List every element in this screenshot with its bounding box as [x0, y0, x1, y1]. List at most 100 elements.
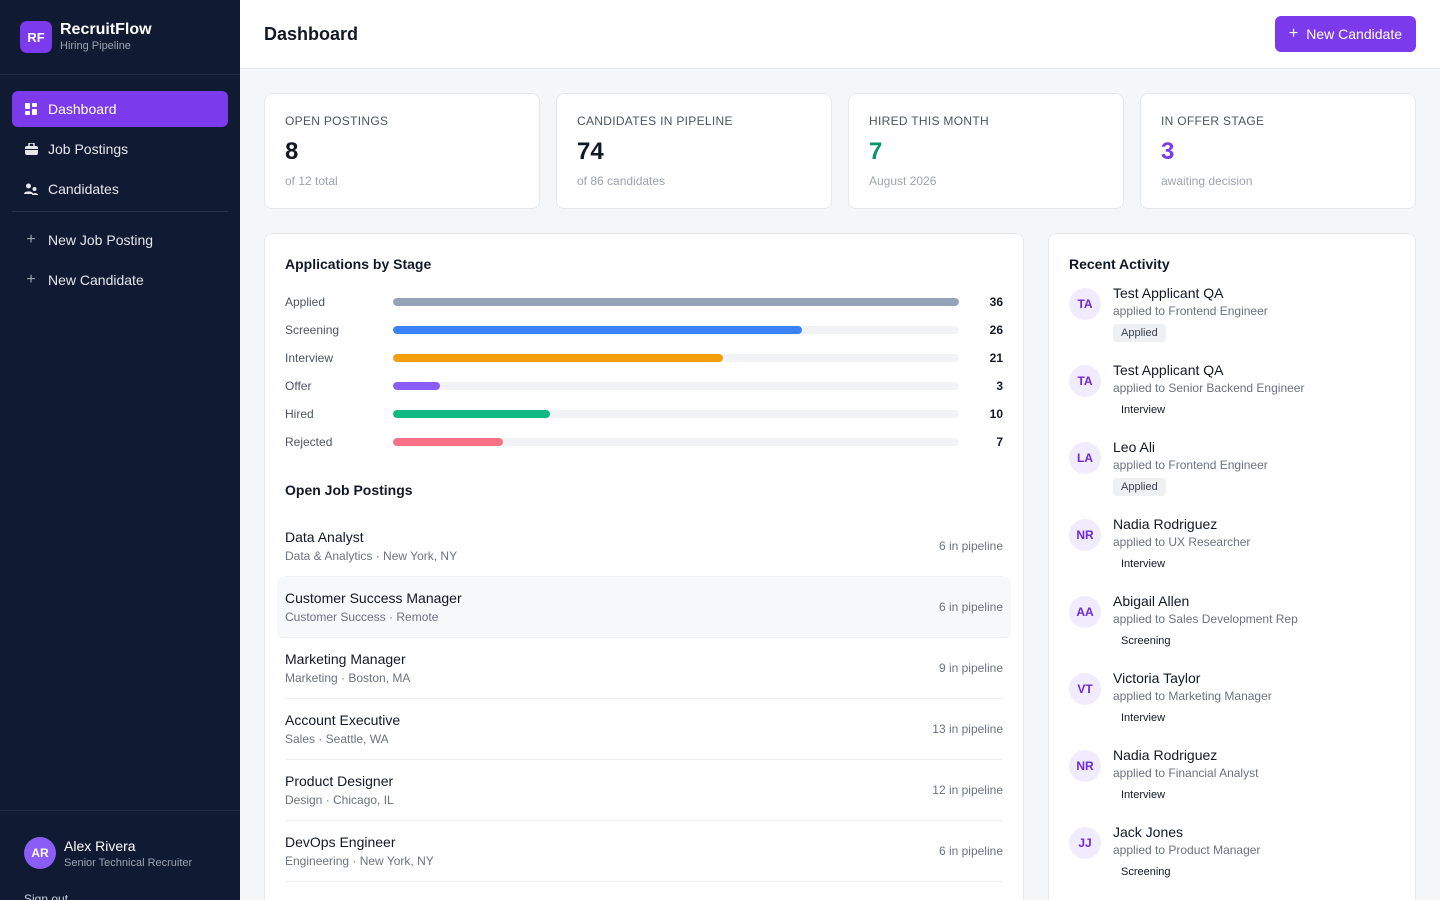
activity-list: TA Test Applicant QA applied to Frontend… [1069, 284, 1395, 900]
status-badge: Applied [1113, 324, 1166, 342]
stage-row-rejected: Rejected 7 [285, 428, 1003, 456]
stage-bar [393, 298, 959, 306]
stage-track [393, 354, 959, 362]
sidebar: RF RecruitFlow Hiring Pipeline Dashboard… [0, 0, 240, 900]
stage-track [393, 438, 959, 446]
user-name: Alex Rivera [64, 838, 136, 854]
activity-description: applied to Frontend Engineer [1113, 458, 1268, 472]
stage-count: 3 [996, 379, 1003, 393]
stat-value: 74 [577, 138, 604, 165]
sidebar-item-candidates[interactable]: Candidates [12, 171, 228, 207]
brand[interactable]: RF RecruitFlow Hiring Pipeline [0, 0, 240, 75]
stage-count: 26 [989, 323, 1003, 337]
stage-count: 36 [989, 295, 1003, 309]
job-pipeline-count: 9 in pipeline [938, 661, 1003, 675]
status-badge: Interview [1113, 555, 1174, 573]
avatar: AA [1069, 596, 1101, 628]
stage-label: Rejected [285, 435, 333, 449]
stage-bar [393, 354, 724, 362]
activity-candidate-name: Nadia Rodriguez [1113, 516, 1218, 532]
activity-item[interactable]: LA Leo Ali applied to Frontend Engineer … [1069, 438, 1395, 515]
applications-by-stage-chart: Applied 36 Screening 26 Interview 21 Offer 3 Hir… [285, 288, 1003, 456]
job-title: Account Executive [285, 712, 401, 728]
status-badge: Interview [1113, 401, 1174, 419]
stage-label: Interview [285, 351, 334, 365]
activity-description: applied to Sales Development Rep [1113, 612, 1298, 626]
job-row[interactable]: DevOps Engineer Engineering · New York, … [285, 821, 1003, 882]
activity-item[interactable]: AA Abigail Allen applied to Sales Develo… [1069, 592, 1395, 669]
stage-label: Offer [285, 379, 312, 393]
new-candidate-button-label: New Candidate [1306, 26, 1402, 42]
status-badge: Interview [1113, 786, 1174, 804]
stat-card-in-offer-stage: IN OFFER STAGE 3 awaiting decision [1140, 93, 1416, 209]
stat-subtext: of 86 candidates [577, 174, 666, 188]
job-meta: Customer Success · Remote [285, 610, 439, 624]
sidebar-item-label: Dashboard [48, 101, 117, 117]
job-meta: Engineering · New York, NY [285, 854, 434, 868]
briefcase-icon [24, 142, 38, 156]
stage-row-screening: Screening 26 [285, 316, 1003, 344]
avatar: VT [1069, 673, 1101, 705]
job-row[interactable]: Customer Success Manager Customer Succes… [277, 577, 1011, 638]
job-title: Marketing Manager [285, 651, 406, 667]
activity-description: applied to Frontend Engineer [1113, 304, 1268, 318]
stats-row: OPEN POSTINGS 8 of 12 total CANDIDATES I… [264, 93, 1416, 209]
activity-item[interactable]: TA Test Applicant QA applied to Senior B… [1069, 361, 1395, 438]
status-badge: Screening [1113, 863, 1179, 881]
sidebar-item-new-job-posting[interactable]: + New Job Posting [12, 222, 228, 258]
activity-candidate-name: Test Applicant QA [1113, 285, 1224, 301]
job-title: Customer Success Manager [285, 590, 462, 606]
page-title: Dashboard [264, 23, 359, 44]
activity-item[interactable]: TA Test Applicant QA applied to Frontend… [1069, 284, 1395, 361]
avatar: NR [1069, 750, 1101, 782]
job-title: DevOps Engineer [285, 834, 396, 850]
sidebar-item-new-candidate[interactable]: + New Candidate [12, 262, 228, 298]
sidebar-item-job-postings[interactable]: Job Postings [12, 131, 228, 167]
recent-activity-panel: Recent Activity TA Test Applicant QA app… [1048, 233, 1416, 900]
user-profile[interactable]: AR Alex Rivera Senior Technical Recruite… [0, 810, 240, 900]
status-badge: Interview [1113, 709, 1174, 727]
job-meta: Sales · Seattle, WA [285, 732, 389, 746]
brand-subtitle: Hiring Pipeline [60, 40, 131, 52]
stage-count: 21 [989, 351, 1003, 365]
stage-count: 7 [996, 435, 1003, 449]
stage-label: Screening [285, 323, 340, 337]
job-row[interactable]: Marketing Manager Marketing · Boston, MA… [285, 638, 1003, 699]
stat-card-open-postings: OPEN POSTINGS 8 of 12 total [264, 93, 540, 209]
activity-candidate-name: Test Applicant QA [1113, 362, 1224, 378]
sign-out-link[interactable]: Sign out [24, 892, 69, 900]
stage-bar [393, 382, 441, 390]
activity-item[interactable]: JJ Jack Jones applied to Product Manager… [1069, 823, 1395, 900]
activity-description: applied to Financial Analyst [1113, 766, 1259, 780]
stage-row-applied: Applied 36 [285, 288, 1003, 316]
activity-item[interactable]: NR Nadia Rodriguez applied to UX Researc… [1069, 515, 1395, 592]
stage-bar [393, 410, 551, 418]
sidebar-item-label: New Job Posting [48, 232, 154, 248]
job-pipeline-count: 13 in pipeline [932, 722, 1003, 736]
job-row[interactable]: Account Executive Sales · Seattle, WA 13… [285, 699, 1003, 760]
avatar: TA [1069, 288, 1101, 320]
sidebar-item-label: Job Postings [48, 141, 129, 157]
users-icon [24, 182, 38, 196]
stage-row-offer: Offer 3 [285, 372, 1003, 400]
stage-bar [393, 326, 802, 334]
activity-item[interactable]: VT Victoria Taylor applied to Marketing … [1069, 669, 1395, 746]
sidebar-nav: Dashboard Job Postings Candidates + New … [0, 75, 240, 298]
activity-candidate-name: Jack Jones [1113, 824, 1184, 840]
sidebar-item-dashboard[interactable]: Dashboard [12, 91, 228, 127]
new-candidate-button[interactable]: + New Candidate [1274, 16, 1416, 52]
status-badge: Screening [1113, 632, 1179, 650]
chart-title: Applications by Stage [285, 256, 432, 272]
status-badge: Applied [1113, 478, 1166, 496]
job-row[interactable]: Data Analyst Data & Analytics · New York… [285, 516, 1003, 577]
plus-icon: + [26, 271, 36, 288]
job-row[interactable]: Product Designer Design · Chicago, IL 12… [285, 760, 1003, 821]
activity-candidate-name: Victoria Taylor [1113, 670, 1201, 686]
job-meta: Marketing · Boston, MA [285, 671, 411, 685]
brand-logo: RF [20, 21, 52, 53]
open-job-postings-title: Open Job Postings [285, 482, 413, 498]
activity-item[interactable]: NR Nadia Rodriguez applied to Financial … [1069, 746, 1395, 823]
stage-track [393, 382, 959, 390]
stat-label: HIRED THIS MONTH [869, 114, 989, 128]
stage-bar [393, 438, 504, 446]
